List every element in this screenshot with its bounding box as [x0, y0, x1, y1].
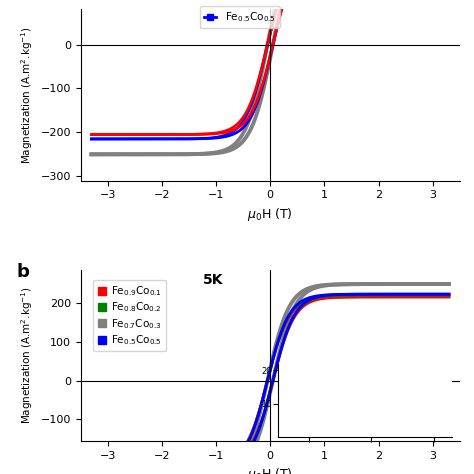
X-axis label: $\mu_0$H (T): $\mu_0$H (T)	[247, 466, 293, 474]
X-axis label: $\mu_0$H (T): $\mu_0$H (T)	[247, 206, 293, 223]
Y-axis label: Magnetization (A.m$^2$.kg$^{-1}$): Magnetization (A.m$^2$.kg$^{-1}$)	[19, 286, 35, 424]
Legend: Fe$_{0.9}$Co$_{0.1}$, Fe$_{0.8}$Co$_{0.2}$, Fe$_{0.7}$Co$_{0.3}$, Fe$_{0.5}$Co$_: Fe$_{0.9}$Co$_{0.1}$, Fe$_{0.8}$Co$_{0.2…	[93, 280, 166, 351]
Text: 5K: 5K	[203, 273, 224, 287]
Legend: Fe$_{0.5}$Co$_{0.5}$: Fe$_{0.5}$Co$_{0.5}$	[200, 6, 280, 28]
Y-axis label: Magnetization (A.m$^2$.kg$^{-1}$): Magnetization (A.m$^2$.kg$^{-1}$)	[19, 26, 35, 164]
Text: b: b	[16, 263, 29, 281]
